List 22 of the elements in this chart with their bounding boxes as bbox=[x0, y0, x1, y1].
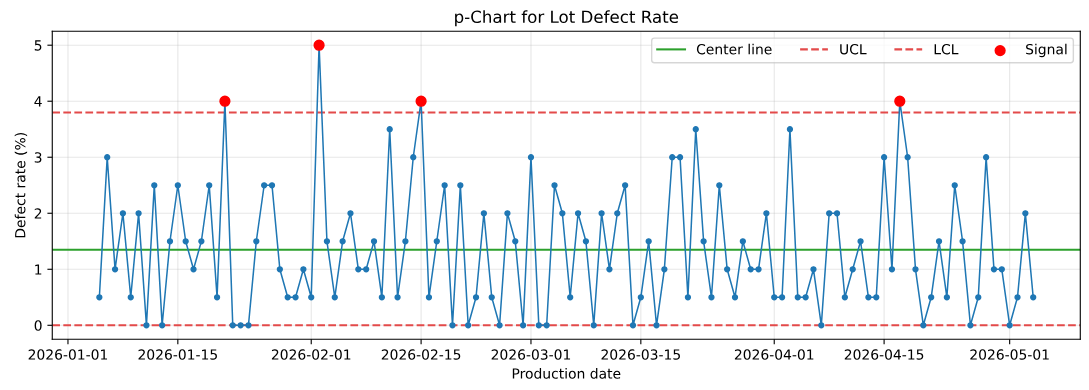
x-tick-label: 2026-02-15 bbox=[381, 349, 461, 360]
y-tick-label: 1 bbox=[35, 264, 42, 275]
y-tick-label: 3 bbox=[34, 152, 42, 163]
x-tick-label: 2026-02-01 bbox=[271, 349, 351, 360]
legend-label: UCL bbox=[840, 43, 867, 55]
y-axis-title: Defect rate (%) bbox=[14, 133, 28, 238]
x-tick-label: 2026-05-01 bbox=[970, 349, 1049, 360]
x-tick-label: 2026-01-15 bbox=[138, 349, 217, 360]
y-tick-label: 5 bbox=[34, 40, 42, 51]
x-tick-label: 2026-03-01 bbox=[491, 349, 571, 360]
x-tick-label: 2026-01-01 bbox=[28, 349, 108, 360]
x-axis-title: Production date bbox=[512, 368, 621, 379]
y-tick-label: 0 bbox=[34, 320, 42, 331]
y-tick-label: 4 bbox=[34, 96, 42, 107]
x-tick-label: 2026-04-01 bbox=[734, 349, 814, 360]
chart-title: p-Chart for Lot Defect Rate bbox=[455, 10, 679, 27]
legend-label: Center line bbox=[696, 43, 772, 55]
x-tick-label: 2026-03-15 bbox=[601, 349, 680, 360]
legend-label: LCL bbox=[934, 43, 959, 55]
y-tick-label: 2 bbox=[34, 208, 42, 219]
x-tick-label: 2026-04-15 bbox=[844, 349, 924, 360]
legend-label: Signal bbox=[1026, 43, 1067, 58]
